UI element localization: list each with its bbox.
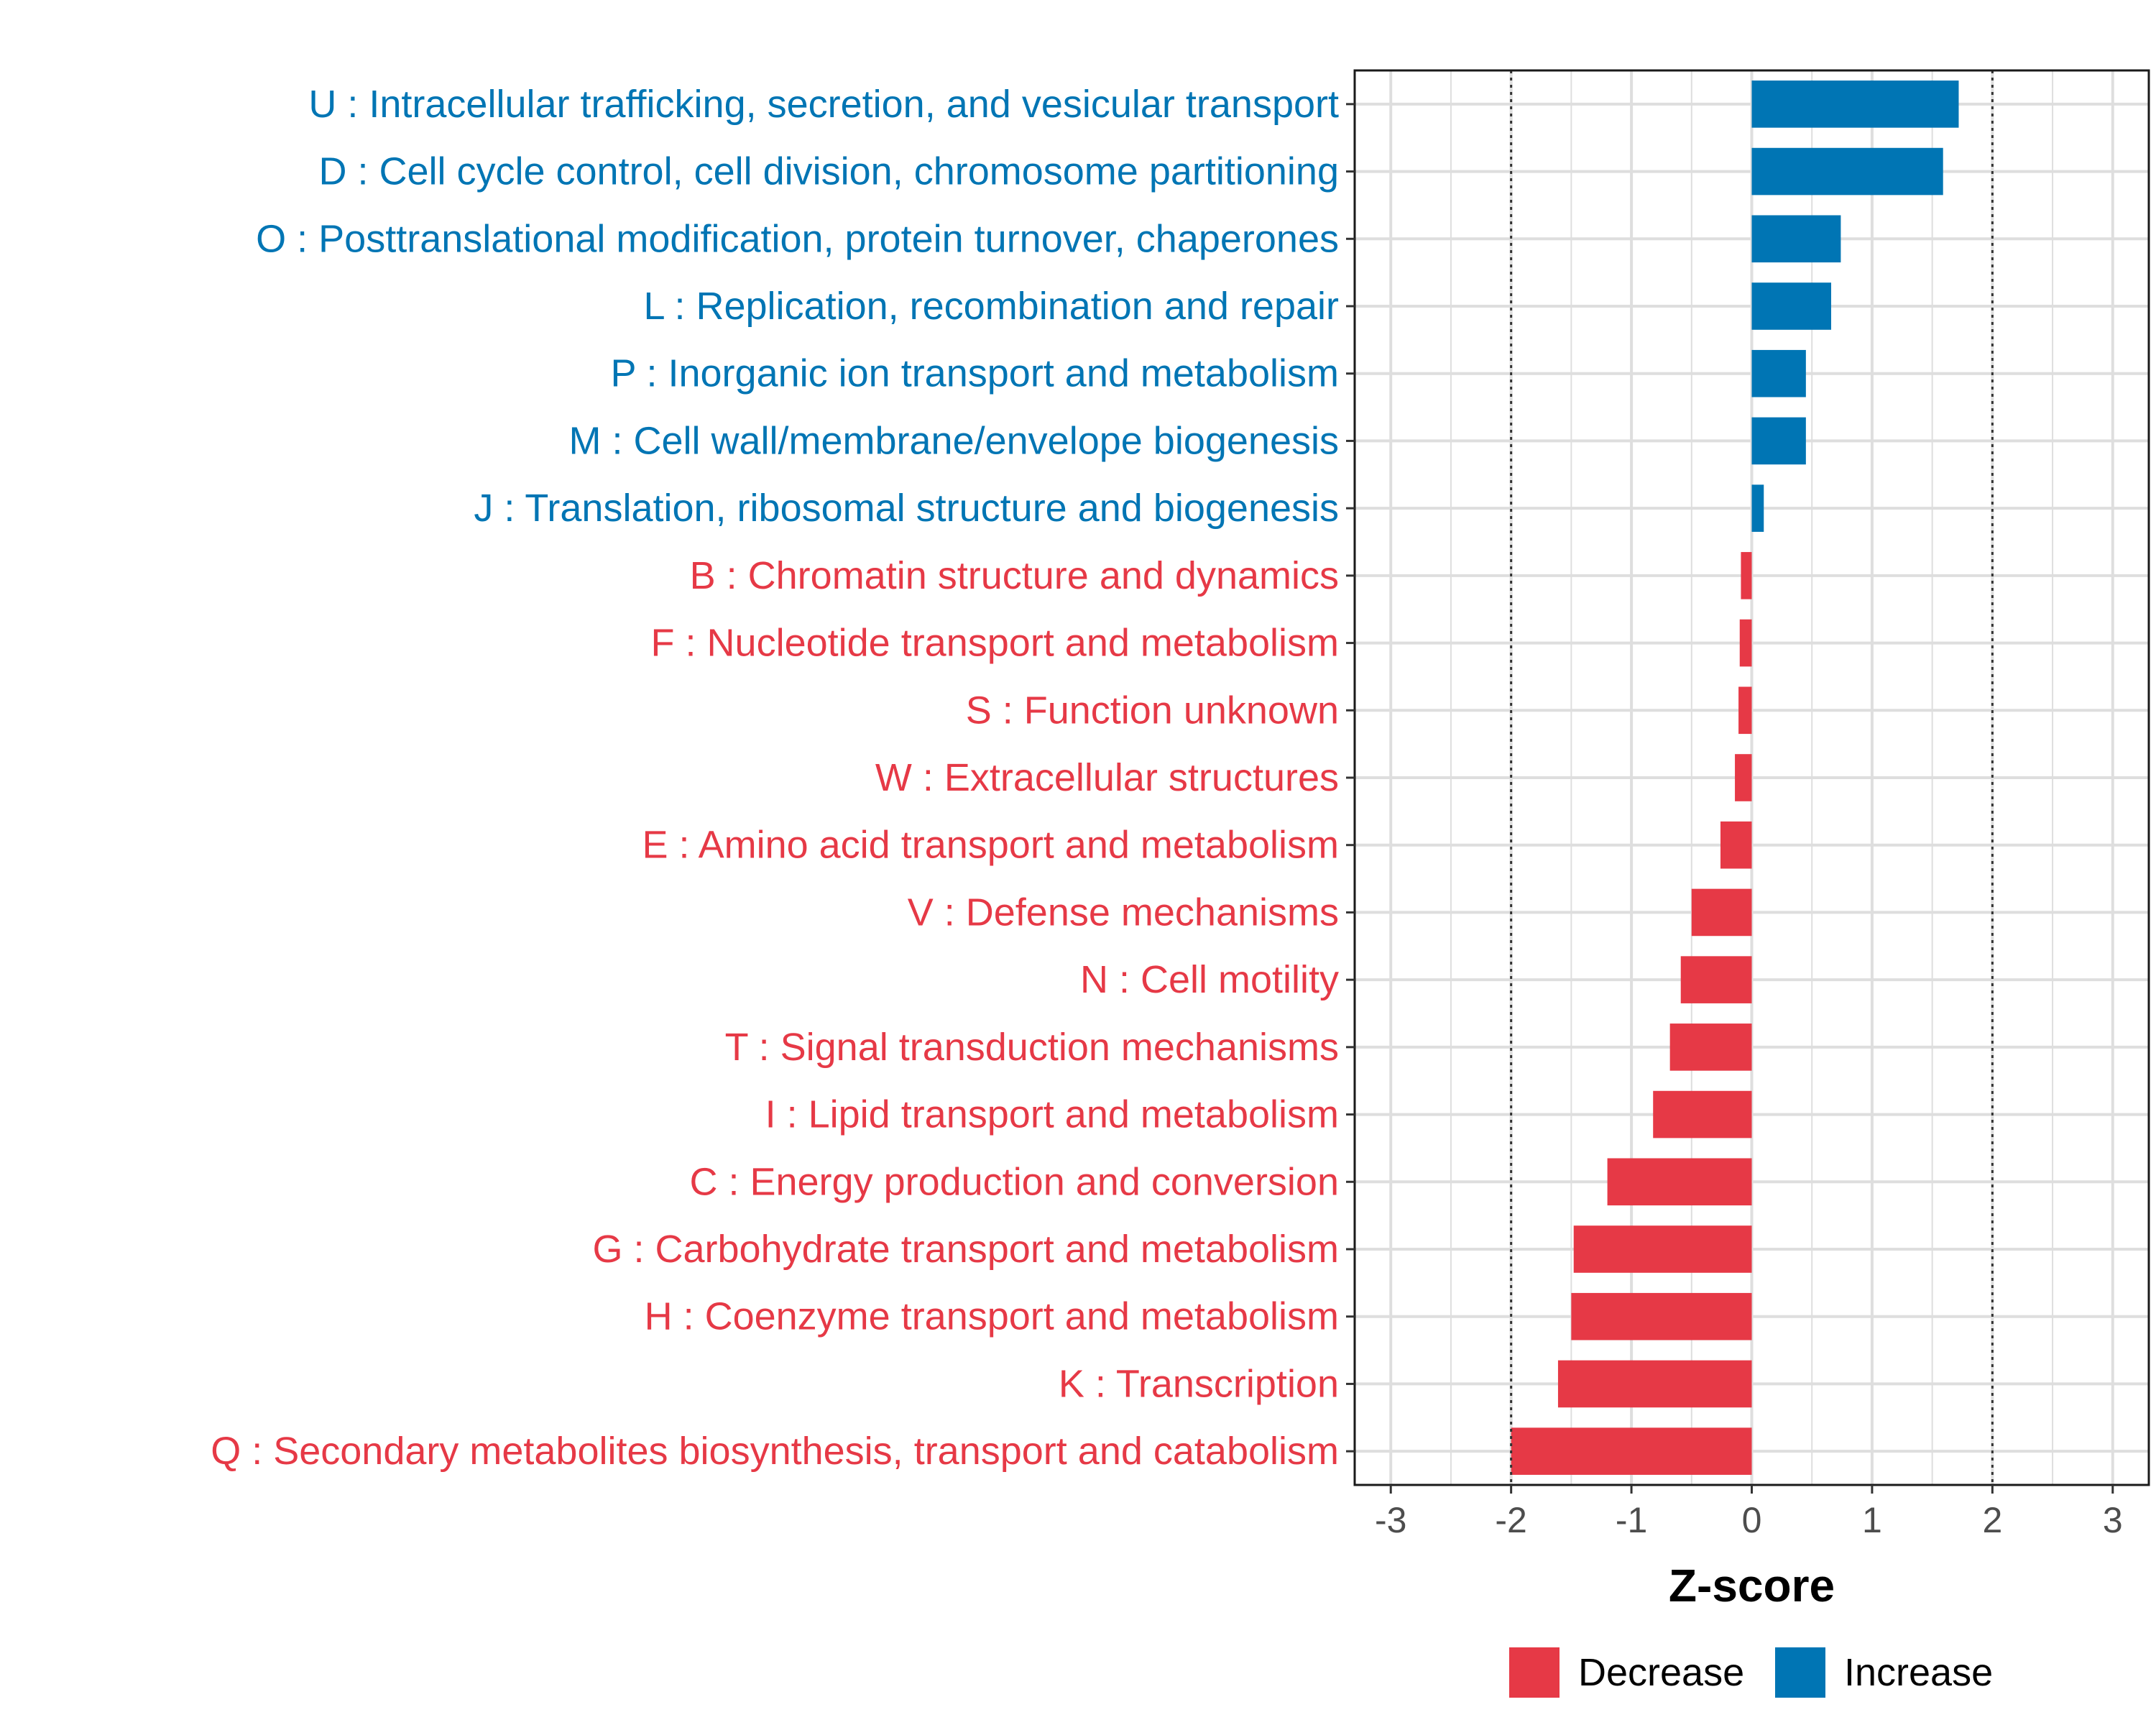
threshold-lines xyxy=(1510,70,1994,1485)
legend-label-decrease: Decrease xyxy=(1578,1651,1744,1694)
bar-g xyxy=(1573,1225,1752,1273)
bar-c xyxy=(1607,1158,1752,1206)
bar-t xyxy=(1669,1024,1752,1071)
x-tick-label: -2 xyxy=(1495,1500,1526,1540)
category-label: P : Inorganic ion transport and metaboli… xyxy=(610,352,1339,395)
category-label: D : Cell cycle control, cell division, c… xyxy=(318,150,1339,193)
bar-m xyxy=(1751,417,1806,465)
category-label: H : Coenzyme transport and metabolism xyxy=(645,1295,1339,1338)
bar-f xyxy=(1739,619,1752,667)
legend: Decrease Increase xyxy=(1509,1647,1993,1698)
category-label: C : Energy production and conversion xyxy=(689,1160,1339,1203)
bar-q xyxy=(1511,1427,1752,1475)
bar-k xyxy=(1557,1360,1752,1408)
legend-swatch-decrease xyxy=(1509,1647,1560,1698)
category-label: U : Intracellular trafficking, secretion… xyxy=(308,83,1339,126)
bar-j xyxy=(1751,484,1764,532)
category-label: E : Amino acid transport and metabolism xyxy=(642,824,1339,867)
category-label: J : Translation, ribosomal structure and… xyxy=(474,487,1339,530)
x-tick-label: -3 xyxy=(1375,1500,1406,1540)
category-label: N : Cell motility xyxy=(1080,958,1339,1001)
x-tick-label: 1 xyxy=(1862,1500,1882,1540)
category-label: Q : Secondary metabolites biosynthesis, … xyxy=(211,1430,1339,1473)
category-label: K : Transcription xyxy=(1059,1362,1339,1405)
bar-s xyxy=(1738,686,1752,735)
bar-e xyxy=(1720,821,1752,869)
bar-o xyxy=(1751,215,1841,263)
bars xyxy=(1511,80,1959,1475)
bar-l xyxy=(1751,282,1831,330)
bar-h xyxy=(1571,1292,1752,1340)
category-label: S : Function unknown xyxy=(966,689,1339,732)
bar-u xyxy=(1751,80,1959,128)
x-axis-title: Z-score xyxy=(1669,1560,1835,1611)
bar-n xyxy=(1680,956,1752,1003)
category-label: V : Defense mechanisms xyxy=(908,891,1339,934)
category-label: F : Nucleotide transport and metabolism xyxy=(651,622,1339,665)
category-label: B : Chromatin structure and dynamics xyxy=(690,554,1339,597)
category-label: W : Extracellular structures xyxy=(875,756,1339,799)
category-label: M : Cell wall/membrane/envelope biogenes… xyxy=(568,419,1339,462)
x-axis: -3 -2 -1 0 1 2 3 xyxy=(1375,1485,2123,1540)
bar-b xyxy=(1741,552,1752,599)
category-label: T : Signal transduction mechanisms xyxy=(725,1026,1339,1069)
bar-d xyxy=(1751,147,1943,196)
category-label: G : Carbohydrate transport and metabolis… xyxy=(593,1228,1340,1271)
x-tick-label: 2 xyxy=(1982,1500,2002,1540)
x-tick-label: 3 xyxy=(2103,1500,2123,1540)
category-label: O : Posttranslational modification, prot… xyxy=(256,217,1339,260)
category-label: I : Lipid transport and metabolism xyxy=(765,1093,1339,1136)
bar-w xyxy=(1735,754,1752,801)
bar-p xyxy=(1751,349,1806,397)
legend-swatch-increase xyxy=(1775,1647,1825,1698)
bar-i xyxy=(1653,1090,1752,1138)
y-axis: U : Intracellular trafficking, secretion… xyxy=(211,83,1355,1473)
bar-v xyxy=(1691,888,1752,937)
x-tick-label: 0 xyxy=(1742,1500,1762,1540)
category-label: L : Replication, recombination and repai… xyxy=(643,285,1339,328)
x-tick-label: -1 xyxy=(1616,1500,1647,1540)
legend-label-increase: Increase xyxy=(1844,1651,1993,1694)
